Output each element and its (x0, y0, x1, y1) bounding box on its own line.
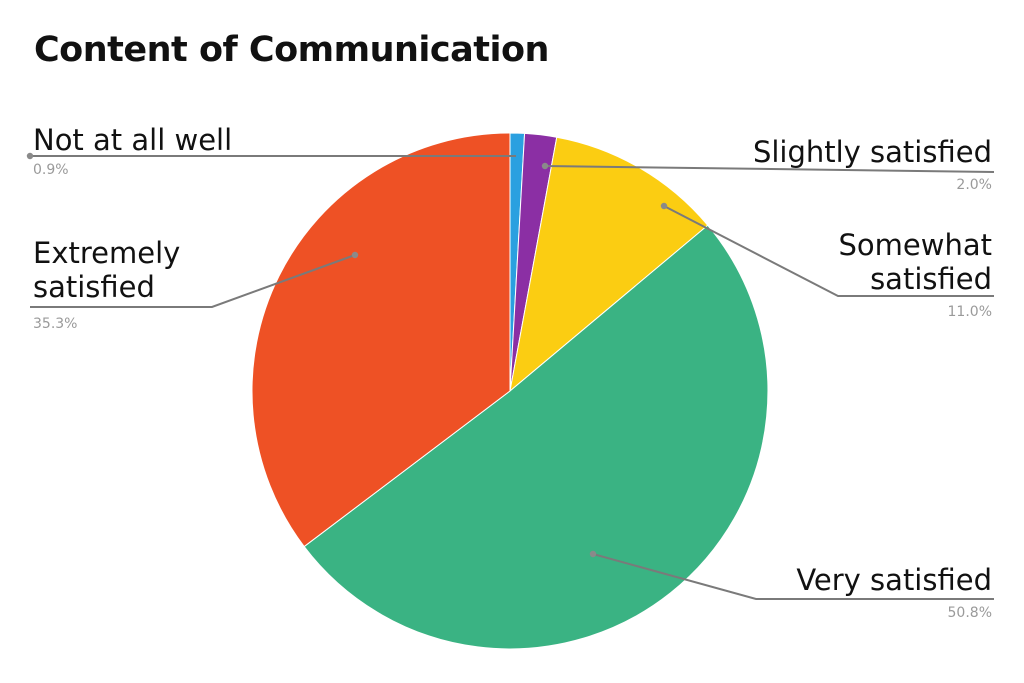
slice-percent-extremely-satisfied: 35.3% (33, 316, 77, 332)
leader-line-somewhat-satisfied (663, 205, 994, 297)
slice-percent-not-at-all-well: 0.9% (33, 162, 69, 178)
slice-label-not-at-all-well: Not at all well (33, 123, 232, 157)
pie-slice-extremely-satisfied (251, 132, 511, 548)
slice-label-slightly-satisfied: Slightly satisfied (753, 135, 992, 169)
slice-percent-very-satisfied: 50.8% (948, 605, 992, 621)
leader-line-extremely-satisfied (30, 254, 356, 308)
leader-line-slightly-satisfied (544, 165, 995, 173)
leader-dot-somewhat-satisfied (660, 202, 668, 210)
slice-label-very-satisfied: Very satisfied (796, 563, 992, 597)
slice-label-somewhat-satisfied: Somewhat satisfied (839, 228, 992, 296)
pie-labels: Not at all well 0.9% Slightly satisfied 2.0… (26, 123, 995, 621)
pie-slices (251, 132, 769, 650)
pie-slice-very-satisfied (303, 224, 769, 650)
slice-label-extremely-satisfied: Extremely satisfied (33, 236, 180, 304)
leader-dot-very-satisfied (589, 550, 597, 558)
leader-dot-not-at-all-well (26, 152, 34, 160)
leader-dot-slightly-satisfied (541, 162, 549, 170)
leader-line-very-satisfied (592, 553, 994, 600)
chart-title: Content of Communication (34, 30, 549, 70)
leader-dot-extremely-satisfied (351, 251, 359, 259)
slice-percent-somewhat-satisfied: 11.0% (948, 304, 992, 320)
slice-percent-slightly-satisfied: 2.0% (956, 177, 992, 193)
